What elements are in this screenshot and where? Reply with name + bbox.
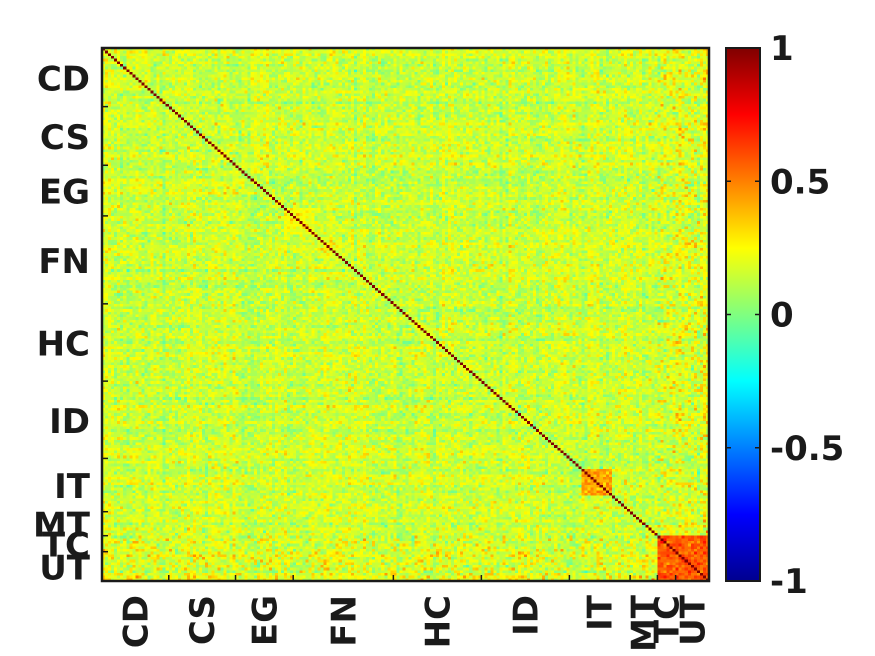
heatmap-frame bbox=[100, 46, 711, 583]
x-label-fn: FN bbox=[324, 595, 364, 647]
y-label-eg: EG bbox=[39, 173, 90, 213]
x-tick-marks bbox=[168, 575, 677, 581]
y-label-cs: CS bbox=[40, 118, 90, 158]
colorbar-gradient bbox=[726, 48, 760, 581]
y-label-cd: CD bbox=[37, 59, 90, 99]
colorbar-label: 0 bbox=[770, 296, 794, 336]
y-label-mt: MT bbox=[33, 506, 91, 546]
x-label-id: ID bbox=[506, 595, 546, 636]
x-label-cs: CS bbox=[183, 595, 223, 645]
colorbar-label: 1 bbox=[770, 29, 794, 69]
y-label-ut: UT bbox=[39, 548, 91, 588]
x-label-mt: MT bbox=[625, 594, 665, 652]
x-label-hc: HC bbox=[418, 595, 458, 648]
y-tick-marks bbox=[102, 105, 108, 553]
y-label-id: ID bbox=[49, 402, 90, 442]
y-label-tc: TC bbox=[42, 526, 90, 566]
colorbar-ticks: 1 0.5 0 -0.5 -1 bbox=[726, 29, 844, 602]
colorbar-label: -1 bbox=[770, 562, 808, 602]
x-label-eg: EG bbox=[245, 595, 285, 646]
y-label-hc: HC bbox=[37, 324, 90, 364]
y-label-it: IT bbox=[54, 467, 91, 507]
colorbar: 1 0.5 0 -0.5 -1 bbox=[725, 29, 844, 602]
y-label-fn: FN bbox=[38, 242, 90, 282]
x-label-tc: TC bbox=[648, 595, 688, 643]
colorbar-label: -0.5 bbox=[770, 429, 844, 469]
colorbar-label: 0.5 bbox=[770, 162, 830, 202]
x-label-ut: UT bbox=[673, 594, 713, 646]
correlation-heatmap bbox=[102, 48, 709, 581]
x-label-it: IT bbox=[581, 594, 621, 631]
x-label-cd: CD bbox=[116, 595, 156, 648]
heatmap-cells bbox=[102, 48, 709, 581]
